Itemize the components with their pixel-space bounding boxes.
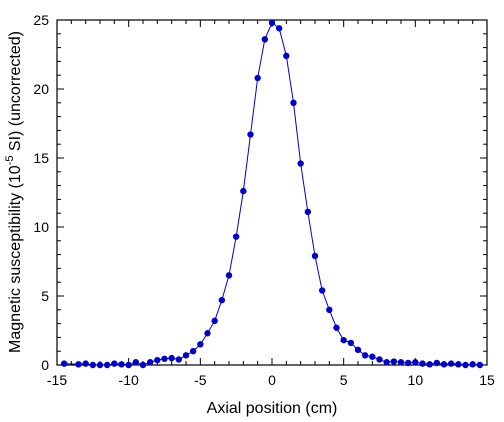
data-point xyxy=(326,306,333,313)
data-point xyxy=(161,355,168,362)
x-axis-title: Axial position (cm) xyxy=(207,400,338,417)
y-tick-label: 0 xyxy=(41,357,49,373)
data-point xyxy=(240,187,247,195)
data-point xyxy=(96,361,104,369)
y-tick-label: 5 xyxy=(41,288,49,304)
data-point xyxy=(397,359,405,366)
x-tick-label: 15 xyxy=(479,372,495,388)
data-point xyxy=(404,359,412,367)
data-point xyxy=(118,361,125,368)
x-tick-label: 5 xyxy=(340,372,348,388)
data-points xyxy=(60,19,484,369)
data-point xyxy=(146,359,154,366)
data-point xyxy=(139,361,147,369)
data-point xyxy=(376,356,383,363)
data-point xyxy=(433,359,441,367)
data-point xyxy=(462,361,469,369)
data-point xyxy=(340,336,347,344)
y-axis-title-main: Magnetic susceptibility (10 xyxy=(7,165,24,353)
data-point xyxy=(197,341,204,348)
data-point xyxy=(247,131,254,138)
data-point xyxy=(225,272,233,279)
data-point xyxy=(189,348,197,355)
data-point xyxy=(168,354,175,362)
data-point xyxy=(290,99,297,107)
y-axis-title-exponent: -5 xyxy=(4,156,16,166)
data-point xyxy=(476,361,484,369)
data-point xyxy=(154,356,161,364)
data-point xyxy=(89,361,97,369)
data-point xyxy=(111,360,118,367)
data-point xyxy=(268,19,276,26)
data-point xyxy=(125,361,132,369)
data-point xyxy=(82,360,89,367)
data-point xyxy=(182,352,190,359)
y-tick-label: 20 xyxy=(33,81,49,97)
data-point xyxy=(440,361,448,368)
data-point xyxy=(60,360,68,367)
plot-frame xyxy=(56,19,488,366)
data-point xyxy=(390,358,398,365)
data-point xyxy=(132,359,140,366)
data-point xyxy=(354,346,362,354)
y-axis-title: Magnetic susceptibility (10-5 SI) (uncor… xyxy=(4,31,24,353)
data-point xyxy=(311,252,319,260)
x-tick-label: 10 xyxy=(408,372,424,388)
data-point xyxy=(426,361,433,368)
data-point xyxy=(218,296,226,304)
data-point xyxy=(447,360,455,367)
x-tick-label: -15 xyxy=(47,372,67,388)
data-point xyxy=(275,25,283,32)
y-tick-label: 10 xyxy=(33,219,49,235)
data-point xyxy=(175,356,183,363)
data-point xyxy=(204,330,211,337)
x-tick-label: 0 xyxy=(268,372,276,388)
data-point xyxy=(383,359,390,366)
data-point xyxy=(369,353,376,360)
data-point xyxy=(261,36,269,43)
y-tick-label: 25 xyxy=(33,12,49,28)
x-tick-label: -5 xyxy=(194,372,207,388)
data-point xyxy=(254,74,261,82)
data-point xyxy=(75,361,82,368)
data-point xyxy=(419,360,426,367)
data-point xyxy=(283,52,290,60)
y-axis-title-tail: SI) (uncorrected) xyxy=(7,31,24,155)
data-point xyxy=(211,317,218,325)
data-point xyxy=(297,160,304,167)
axis-ticks xyxy=(56,19,488,366)
data-point xyxy=(103,361,111,369)
data-point xyxy=(455,361,462,368)
data-point xyxy=(412,359,419,366)
x-tick-label: -10 xyxy=(119,372,139,388)
data-point xyxy=(232,233,240,240)
y-tick-label: 15 xyxy=(33,150,49,166)
data-point xyxy=(333,324,340,331)
data-point xyxy=(361,352,369,359)
data-point xyxy=(347,339,355,347)
data-point xyxy=(469,361,476,368)
axis-tick-labels: -15 -10 -5 0 5 10 15 0 5 10 15 20 25 xyxy=(33,12,495,388)
series-line xyxy=(64,21,480,366)
data-point xyxy=(304,208,312,216)
data-point xyxy=(318,287,326,294)
